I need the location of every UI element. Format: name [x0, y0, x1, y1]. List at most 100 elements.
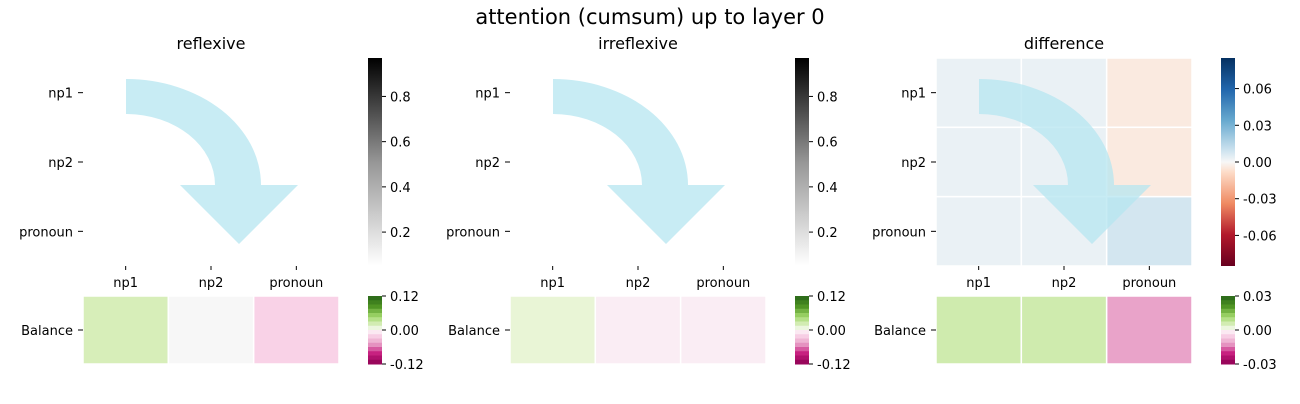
colorbar	[795, 58, 809, 266]
balance-colorbar-step	[795, 334, 809, 339]
balance-colorbar-step	[795, 296, 809, 301]
colorbar-tick-label: -0.12	[817, 358, 851, 373]
balance-colorbar-step	[1221, 308, 1235, 314]
heatmap-cell	[1105, 57, 1193, 129]
balance-colorbar-step	[1221, 325, 1235, 331]
balance-colorbar-step	[795, 308, 809, 314]
balance-colorbar-step	[368, 313, 382, 318]
heatmap-cell	[935, 195, 1023, 267]
balance-colorbar-step	[795, 338, 809, 344]
colorbar-tick-label: 0.8	[390, 90, 411, 105]
panels: reflexive np1 np2 pronoun np1 np2 pronoun 0.8 0.…	[19, 34, 1277, 373]
balance-colorbar-step	[1221, 317, 1235, 322]
colorbar-tick-label: -0.06	[1243, 229, 1277, 244]
balance-colorbar-step	[1221, 300, 1235, 305]
balance-colorbar-step	[368, 342, 382, 348]
colorbar-tick-label: 0.00	[390, 324, 419, 339]
figure-title: attention (cumsum) up to layer 0	[475, 5, 824, 29]
balance-cell	[167, 295, 255, 365]
balance-colorbar-step	[795, 351, 809, 356]
colorbar-tick-label: 0.00	[1243, 324, 1272, 339]
balance-cell	[1105, 295, 1193, 365]
balance-colorbar-step	[368, 338, 382, 344]
balance-colorbar-step	[795, 325, 809, 331]
colorbar-tick-label: 0.12	[390, 290, 419, 305]
col-label: pronoun	[1122, 276, 1176, 291]
balance-colorbar-step	[1221, 359, 1235, 365]
heatmap-cell	[82, 126, 170, 198]
row-label: np2	[901, 156, 926, 171]
balance-colorbar-step	[1221, 334, 1235, 339]
colorbar-tick-label: -0.12	[390, 358, 424, 373]
balance-cell	[594, 295, 682, 365]
colorbar-tick-label: 0.06	[1243, 83, 1272, 98]
row-label: np2	[475, 156, 500, 171]
balance-colorbar-step	[368, 330, 382, 335]
colorbar-tick-label: -0.03	[1243, 358, 1277, 373]
balance-colorbar-step	[368, 351, 382, 356]
balance-colorbar-step	[795, 321, 809, 327]
colorbar-tick-label: 0.00	[817, 324, 846, 339]
balance-colorbar-step	[1221, 355, 1235, 361]
balance-colorbar-step	[368, 355, 382, 361]
balance-colorbar-step	[368, 359, 382, 365]
colorbar-tick-label: 0.00	[1243, 156, 1272, 171]
balance-cell	[509, 295, 597, 365]
row-label: np1	[475, 87, 500, 102]
col-label: np1	[540, 276, 565, 291]
heatmap-cell	[509, 195, 597, 267]
col-label: np2	[1052, 276, 1077, 291]
balance-label: Balance	[448, 324, 500, 339]
colorbar-tick-label: 0.4	[390, 181, 411, 196]
balance-colorbar-step	[795, 347, 809, 352]
colorbar-tick-label: 0.2	[817, 226, 838, 241]
col-label: np2	[626, 276, 651, 291]
colorbar-tick-label: 0.03	[1243, 290, 1272, 305]
col-label: np1	[113, 276, 138, 291]
row-label: np2	[48, 156, 73, 171]
balance-colorbar-step	[795, 313, 809, 318]
balance-colorbar-step	[368, 296, 382, 301]
balance-colorbar-step	[368, 321, 382, 327]
balance-colorbar-step	[368, 334, 382, 339]
heatmap-cell	[679, 57, 767, 129]
panel-title: reflexive	[177, 34, 246, 53]
balance-colorbar-step	[368, 308, 382, 314]
colorbar-tick-label: 0.2	[390, 226, 411, 241]
col-label: pronoun	[269, 276, 323, 291]
panel-title: irreflexive	[598, 34, 678, 53]
balance-colorbar-step	[795, 300, 809, 305]
balance-colorbar-step	[1221, 304, 1235, 310]
row-label: pronoun	[446, 225, 500, 240]
balance-colorbar-step	[1221, 313, 1235, 318]
balance-cell	[679, 295, 767, 365]
balance-colorbar-step	[368, 325, 382, 331]
balance-cell	[82, 295, 170, 365]
row-label: pronoun	[19, 225, 73, 240]
balance-colorbar-step	[1221, 351, 1235, 356]
row-label: np1	[901, 87, 926, 102]
curved-arrow-icon	[979, 79, 1151, 244]
balance-colorbar-step	[368, 304, 382, 310]
col-label: np1	[966, 276, 991, 291]
balance-colorbar-step	[368, 300, 382, 305]
colorbar	[1221, 58, 1235, 266]
balance-colorbar-step	[795, 355, 809, 361]
balance-colorbar-step	[1221, 330, 1235, 335]
balance-cell	[1020, 295, 1108, 365]
balance-colorbar-step	[1221, 296, 1235, 301]
row-label: pronoun	[872, 225, 926, 240]
heatmap-cell	[935, 126, 1023, 198]
balance-cell	[935, 295, 1023, 365]
balance-colorbar-step	[1221, 347, 1235, 352]
colorbar-tick-label: 0.8	[817, 90, 838, 105]
heatmap-cell	[82, 195, 170, 267]
balance-colorbar-step	[795, 330, 809, 335]
balance-colorbar-step	[368, 347, 382, 352]
col-label: np2	[199, 276, 224, 291]
curved-arrow-icon	[126, 79, 298, 244]
balance-colorbar-step	[368, 317, 382, 322]
panel-title: difference	[1024, 34, 1104, 53]
balance-colorbar-step	[1221, 321, 1235, 327]
